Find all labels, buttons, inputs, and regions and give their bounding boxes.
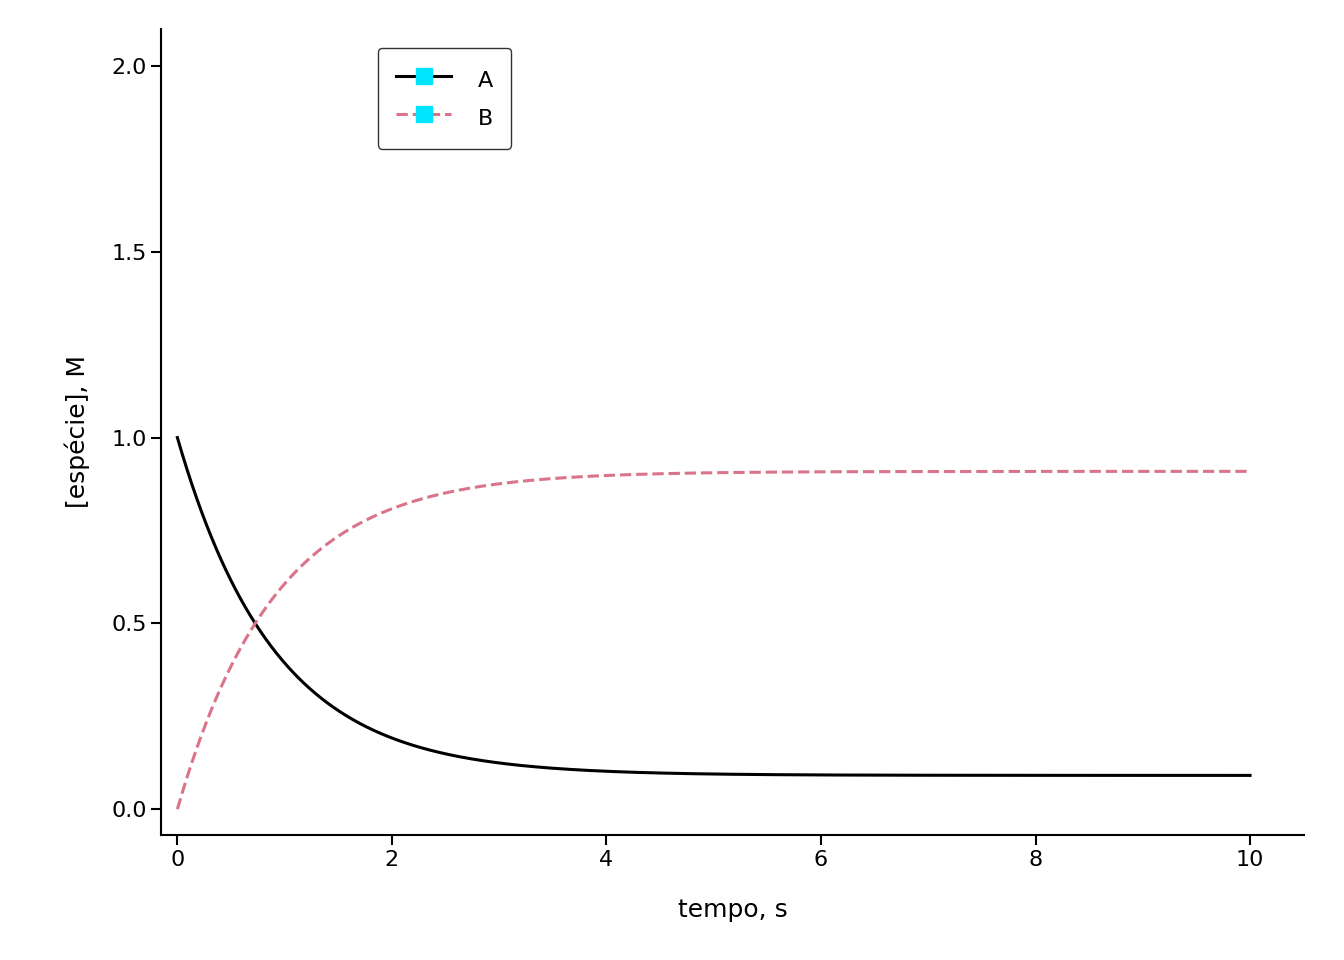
- X-axis label: tempo, s: tempo, s: [677, 898, 788, 922]
- Y-axis label: [espécie], M: [espécie], M: [65, 355, 90, 509]
- Legend: A, B: A, B: [378, 48, 511, 149]
